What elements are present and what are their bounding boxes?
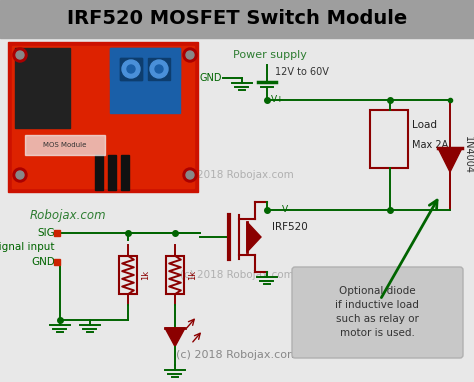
Bar	[12, 46, 194, 188]
Text: (c) 2018 Robojax.com: (c) 2018 Robojax.com	[180, 270, 294, 280]
Circle shape	[186, 51, 194, 59]
Bar	[120, 58, 142, 80]
FancyBboxPatch shape	[292, 267, 463, 358]
Bar	[121, 155, 129, 190]
Circle shape	[127, 65, 135, 73]
Circle shape	[183, 48, 197, 62]
Polygon shape	[247, 222, 261, 252]
Text: (c) 2018 Robojax.com: (c) 2018 Robojax.com	[176, 350, 298, 360]
Bar	[120, 58, 142, 80]
Text: MOS Module: MOS Module	[43, 142, 87, 148]
Bar	[370, 110, 408, 168]
Circle shape	[16, 51, 24, 59]
Bar	[108, 155, 116, 190]
Circle shape	[13, 168, 27, 182]
Circle shape	[122, 60, 140, 78]
Circle shape	[13, 48, 27, 62]
Bar	[8, 42, 198, 192]
Circle shape	[16, 171, 24, 179]
Text: Signal input: Signal input	[0, 242, 55, 252]
Text: Optional diode
if inductive load
such as relay or
motor is used.: Optional diode if inductive load such as…	[335, 286, 419, 338]
Text: IRF520: IRF520	[272, 222, 308, 232]
Text: SIG: SIG	[37, 228, 55, 238]
Text: 1N4004: 1N4004	[463, 136, 473, 174]
Bar	[166, 256, 184, 294]
Text: V-: V-	[282, 206, 291, 215]
Bar	[148, 58, 170, 80]
Bar	[110, 48, 180, 113]
Text: 1k: 1k	[188, 270, 197, 280]
Text: Power supply: Power supply	[233, 50, 307, 60]
Bar	[119, 256, 137, 294]
Bar	[95, 155, 103, 190]
Circle shape	[186, 171, 194, 179]
Polygon shape	[438, 148, 462, 172]
Polygon shape	[165, 328, 185, 346]
Bar	[15, 48, 70, 128]
Text: (c) 2018 Robojax.com: (c) 2018 Robojax.com	[180, 170, 294, 180]
Circle shape	[183, 168, 197, 182]
Text: V+: V+	[271, 96, 284, 105]
Text: 1k: 1k	[141, 270, 150, 280]
Bar	[110, 48, 180, 78]
Text: GND: GND	[31, 257, 55, 267]
Text: IRF520 MOSFET Switch Module: IRF520 MOSFET Switch Module	[67, 10, 407, 29]
Bar	[25, 135, 105, 155]
Text: GND: GND	[200, 73, 222, 83]
Circle shape	[155, 65, 163, 73]
Circle shape	[150, 60, 168, 78]
Text: Load: Load	[412, 120, 437, 130]
Bar	[0, 0, 474, 38]
Text: Robojax.com: Robojax.com	[30, 209, 106, 222]
Text: 12V to 60V: 12V to 60V	[275, 67, 329, 77]
Text: Max 2A: Max 2A	[412, 140, 448, 150]
